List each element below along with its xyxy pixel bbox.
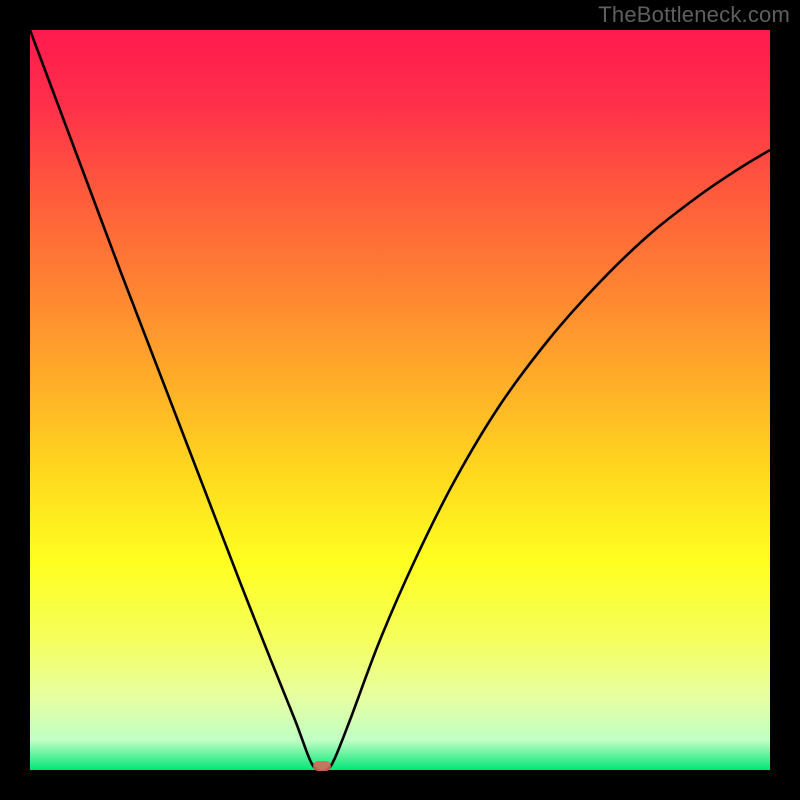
bottleneck-chart (0, 0, 800, 800)
chart-gradient-background (30, 30, 770, 770)
chart-root: TheBottleneck.com (0, 0, 800, 800)
optimal-point-marker (313, 761, 331, 771)
watermark-text: TheBottleneck.com (598, 2, 790, 28)
